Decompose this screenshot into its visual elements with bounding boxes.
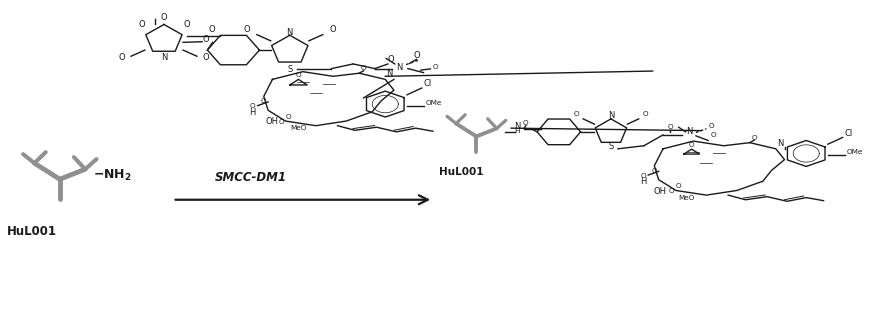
Text: O: O [667, 124, 673, 131]
Text: OH: OH [654, 187, 667, 196]
Text: O: O [387, 55, 394, 64]
Text: O: O [361, 65, 366, 71]
Text: N: N [686, 127, 692, 136]
Text: O: O [160, 12, 167, 22]
Text: OMe: OMe [846, 149, 862, 155]
Text: Cl: Cl [424, 79, 432, 88]
Text: O: O [643, 111, 649, 117]
Text: O: O [523, 120, 528, 126]
Text: O: O [711, 132, 717, 138]
Text: O: O [330, 25, 337, 34]
Text: Cl: Cl [844, 129, 853, 138]
Text: O: O [243, 25, 249, 34]
Text: O: O [202, 53, 209, 62]
Text: N: N [514, 122, 521, 131]
Text: O: O [676, 183, 682, 189]
Text: O: O [202, 35, 209, 44]
Text: N: N [608, 111, 614, 120]
Text: O: O [249, 103, 255, 109]
Text: O: O [413, 51, 419, 60]
Text: O: O [651, 168, 657, 174]
Text: N: N [396, 63, 402, 72]
Text: H: H [514, 128, 520, 135]
Text: O: O [138, 20, 145, 29]
Text: OH: OH [266, 117, 279, 126]
Text: O: O [640, 173, 646, 179]
Text: H: H [249, 108, 255, 117]
Text: N: N [160, 53, 167, 62]
Text: S: S [287, 65, 292, 74]
Text: O: O [278, 118, 284, 125]
Text: H: H [640, 177, 646, 186]
Text: OMe: OMe [426, 100, 441, 106]
Text: N: N [777, 139, 783, 148]
Text: MeO: MeO [290, 125, 307, 131]
Text: S: S [609, 142, 614, 151]
Text: N: N [386, 69, 392, 78]
Text: O: O [669, 188, 675, 194]
Text: O: O [689, 142, 694, 148]
Text: O: O [208, 24, 215, 33]
Text: SMCC-DM1: SMCC-DM1 [215, 171, 287, 184]
Text: O: O [708, 123, 714, 129]
Text: O: O [433, 64, 438, 69]
Text: O: O [119, 53, 126, 62]
Text: N: N [287, 28, 293, 37]
Text: O: O [296, 72, 302, 78]
Text: O: O [183, 20, 190, 29]
Text: O: O [261, 98, 267, 104]
Text: MeO: MeO [678, 195, 695, 201]
Text: O: O [752, 135, 757, 140]
Text: $\mathregular{-NH_2}$: $\mathregular{-NH_2}$ [92, 167, 132, 183]
Text: O: O [574, 111, 579, 117]
Text: HuL001: HuL001 [439, 167, 484, 177]
Text: O: O [285, 113, 291, 120]
Text: HuL001: HuL001 [7, 225, 57, 238]
